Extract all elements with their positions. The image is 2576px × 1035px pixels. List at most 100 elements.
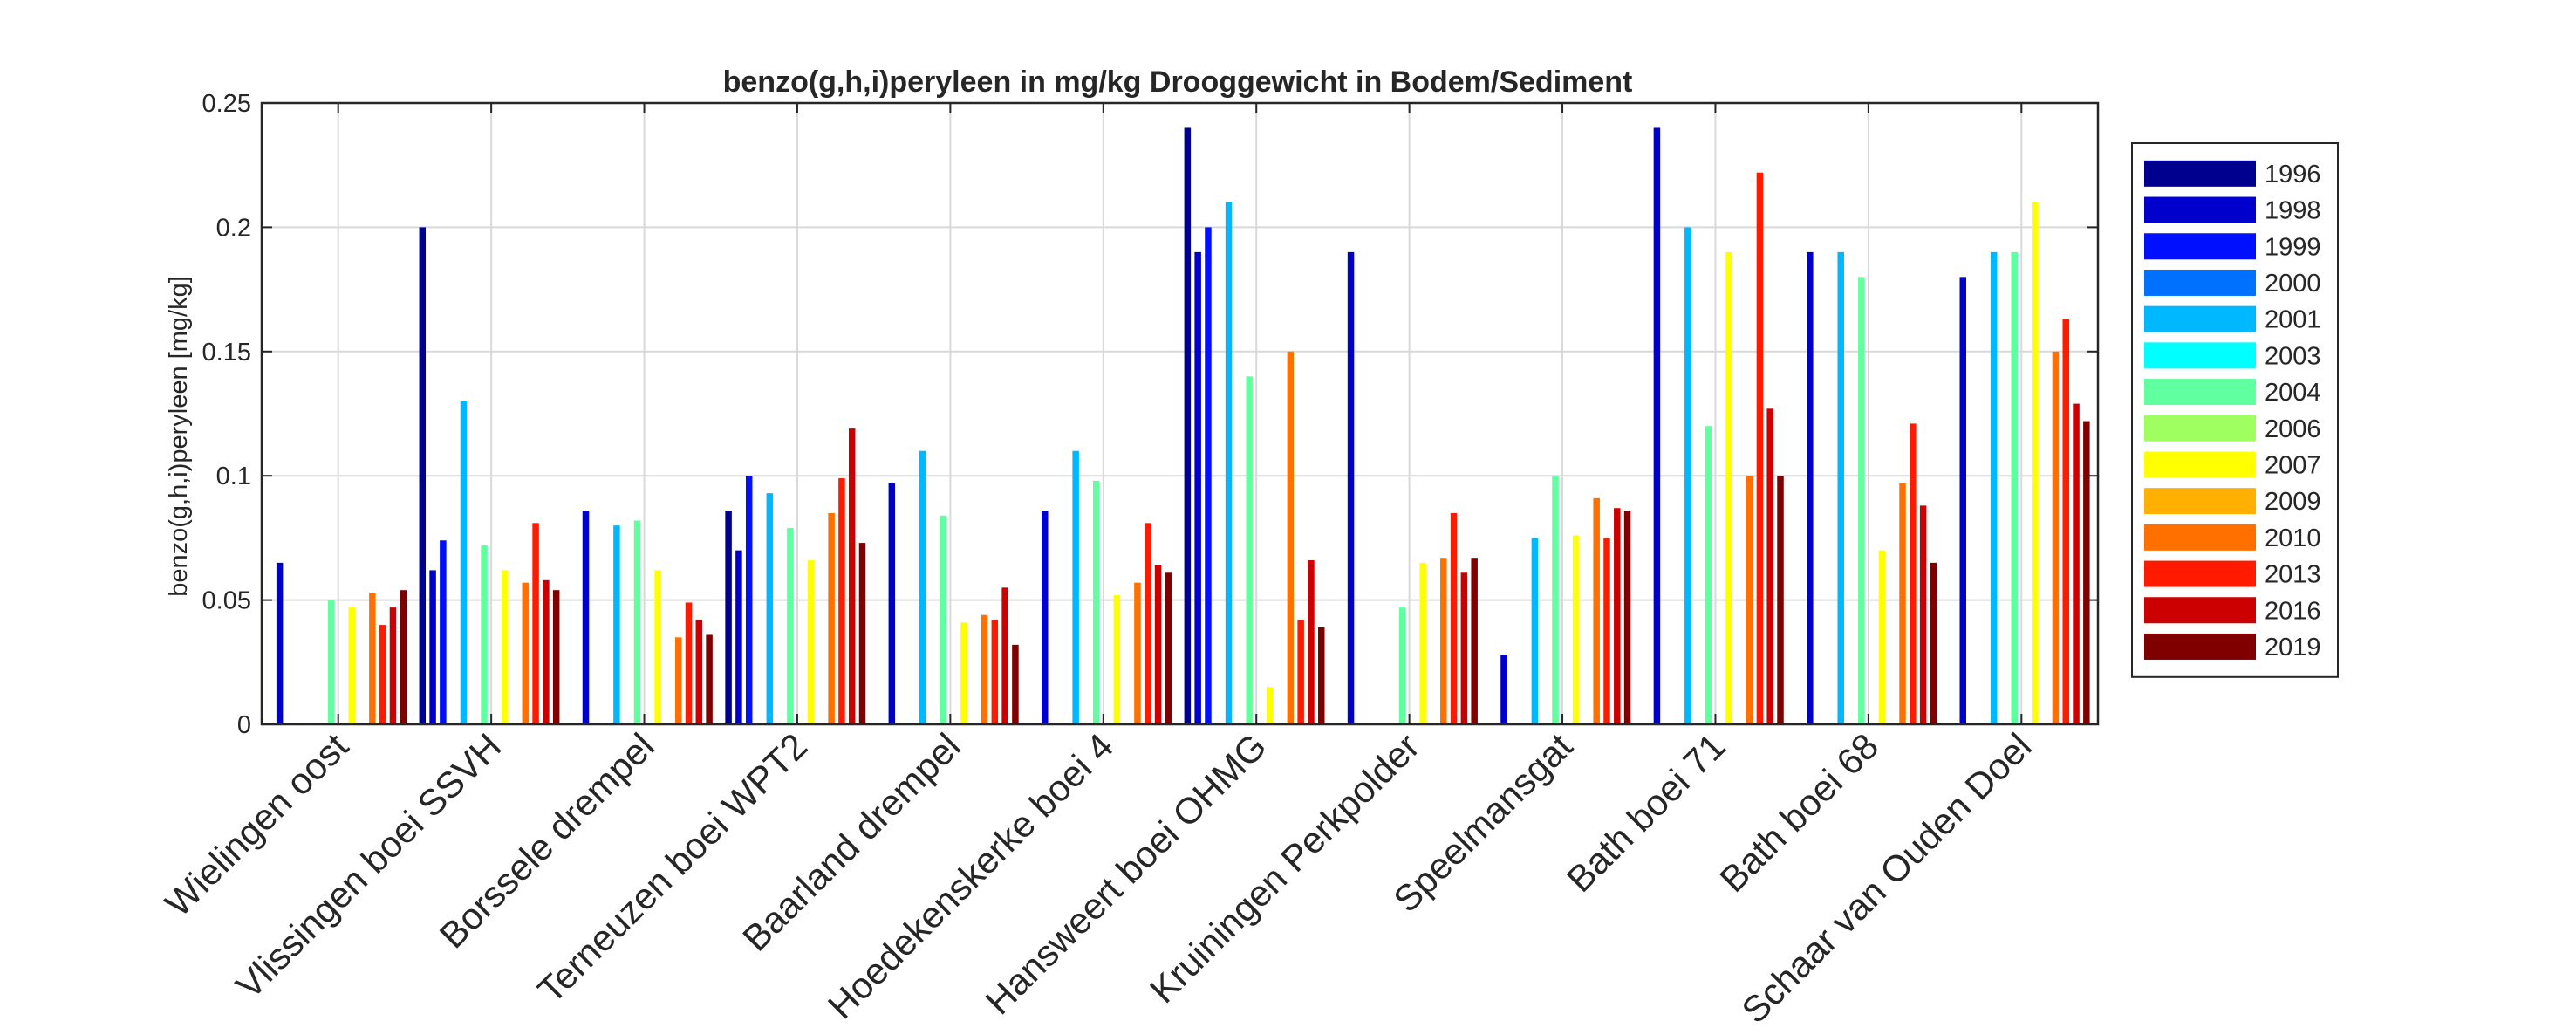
legend-swatch-2000 xyxy=(2144,269,2256,296)
bar-2013-8 xyxy=(1603,538,1610,724)
legend-label: 2000 xyxy=(2265,270,2321,298)
bar-2016-5 xyxy=(1154,565,1162,724)
bar-2007-11 xyxy=(2032,202,2039,725)
bar-1996-6 xyxy=(1184,127,1192,725)
bar-2019-9 xyxy=(1777,476,1784,724)
y-axis-label: benzo(g,h,i)peryleen [mg/kg] xyxy=(165,276,193,597)
bar-2016-2 xyxy=(695,620,703,724)
legend-swatch-1999 xyxy=(2144,233,2256,260)
bar-2007-4 xyxy=(960,622,967,724)
bar-1998-3 xyxy=(735,550,742,724)
legend-label: 2010 xyxy=(2265,524,2321,552)
bar-2001-5 xyxy=(1072,450,1079,724)
bar-2010-5 xyxy=(1134,582,1141,724)
legend-swatch-2013 xyxy=(2144,560,2256,587)
bar-2013-3 xyxy=(838,478,845,724)
bar-2004-2 xyxy=(633,520,641,724)
bar-1998-5 xyxy=(1041,511,1049,724)
bar-1999-6 xyxy=(1205,227,1212,724)
bar-2016-3 xyxy=(848,428,856,724)
bar-2001-11 xyxy=(1990,251,1998,724)
bar-2007-1 xyxy=(501,570,509,724)
bar-1998-6 xyxy=(1194,251,1201,724)
bar-2019-5 xyxy=(1165,572,1172,724)
bar-2019-7 xyxy=(1471,558,1478,724)
bar-1998-4 xyxy=(888,483,896,724)
bar-2013-0 xyxy=(379,625,386,724)
bar-2001-8 xyxy=(1531,538,1539,724)
bar-2016-1 xyxy=(543,579,550,724)
bar-2004-3 xyxy=(787,528,794,724)
bar-2010-6 xyxy=(1287,351,1295,724)
bar-2019-6 xyxy=(1318,627,1325,724)
bar-2007-9 xyxy=(1725,251,1732,724)
y-tick-label: 0.05 xyxy=(202,587,251,615)
bar-2013-4 xyxy=(991,620,999,724)
bar-2019-11 xyxy=(2083,421,2090,724)
bar-2001-3 xyxy=(766,493,774,724)
bars xyxy=(276,127,2090,725)
bar-2007-7 xyxy=(1419,562,1426,724)
legend-label: 2001 xyxy=(2265,306,2321,334)
bar-2007-5 xyxy=(1113,594,1121,724)
y-tick-label: 0.15 xyxy=(202,339,251,367)
chart-title: benzo(g,h,i)peryleen in mg/kg Drooggewic… xyxy=(723,65,1633,99)
plot-frame xyxy=(260,101,2100,726)
bar-2010-1 xyxy=(522,582,530,724)
bar-2001-2 xyxy=(613,525,620,724)
bar-2016-11 xyxy=(2073,403,2080,724)
bar-2019-1 xyxy=(552,590,560,724)
bar-2016-9 xyxy=(1766,408,1773,724)
bar-2016-4 xyxy=(1001,587,1008,724)
legend-swatch-2010 xyxy=(2144,524,2256,551)
bar-2016-0 xyxy=(389,607,397,724)
bar-1996-1 xyxy=(419,227,427,724)
legend-swatch-1998 xyxy=(2144,196,2256,223)
legend-swatch-2001 xyxy=(2144,305,2256,332)
bar-2010-2 xyxy=(674,637,682,724)
bar-2001-10 xyxy=(1837,251,1844,724)
bar-2004-5 xyxy=(1092,480,1100,724)
bar-2004-6 xyxy=(1246,376,1253,724)
bar-2016-8 xyxy=(1614,508,1621,724)
bar-1998-2 xyxy=(582,511,590,724)
bar-2013-9 xyxy=(1756,172,1764,724)
bar-1998-11 xyxy=(1959,277,1966,724)
bar-2013-11 xyxy=(2062,319,2069,724)
bar-2010-3 xyxy=(828,512,835,724)
bar-2016-7 xyxy=(1460,572,1468,724)
legend-label: 2003 xyxy=(2265,342,2321,370)
y-tick-label: 0 xyxy=(237,711,251,739)
bar-2007-2 xyxy=(654,570,661,724)
legend-swatch-2007 xyxy=(2144,451,2256,478)
bar-2004-1 xyxy=(481,545,488,724)
legend-swatch-2016 xyxy=(2144,597,2256,624)
bar-2019-8 xyxy=(1623,511,1631,724)
legend-label: 2009 xyxy=(2265,488,2321,516)
y-tick-label: 0.1 xyxy=(216,463,251,490)
legend-swatch-2003 xyxy=(2144,342,2256,369)
bar-2010-11 xyxy=(2052,351,2060,724)
legend-label: 2013 xyxy=(2265,561,2321,589)
bar-2001-6 xyxy=(1225,202,1233,725)
bar-2010-9 xyxy=(1746,476,1753,724)
bar-2013-10 xyxy=(1910,423,1917,724)
bar-2007-3 xyxy=(807,560,815,724)
bar-2019-3 xyxy=(858,543,866,724)
bar-2001-9 xyxy=(1684,227,1691,724)
bar-1998-8 xyxy=(1500,655,1507,724)
bar-1996-3 xyxy=(725,511,732,724)
legend-label: 1996 xyxy=(2265,161,2321,188)
legend-swatch-2009 xyxy=(2144,488,2256,515)
legend: 1996 1998 1999 2000 2001 2003 2004 2006 2007 2009… xyxy=(2131,142,2339,678)
bar-2004-10 xyxy=(1858,277,1865,724)
legend-swatch-2004 xyxy=(2144,379,2256,406)
bar-2010-7 xyxy=(1440,558,1447,724)
legend-box xyxy=(2131,142,2339,678)
bar-2010-10 xyxy=(1899,483,1906,724)
legend-label: 1999 xyxy=(2265,233,2321,261)
legend-label: 2004 xyxy=(2265,379,2321,407)
bar-1998-0 xyxy=(276,562,284,724)
